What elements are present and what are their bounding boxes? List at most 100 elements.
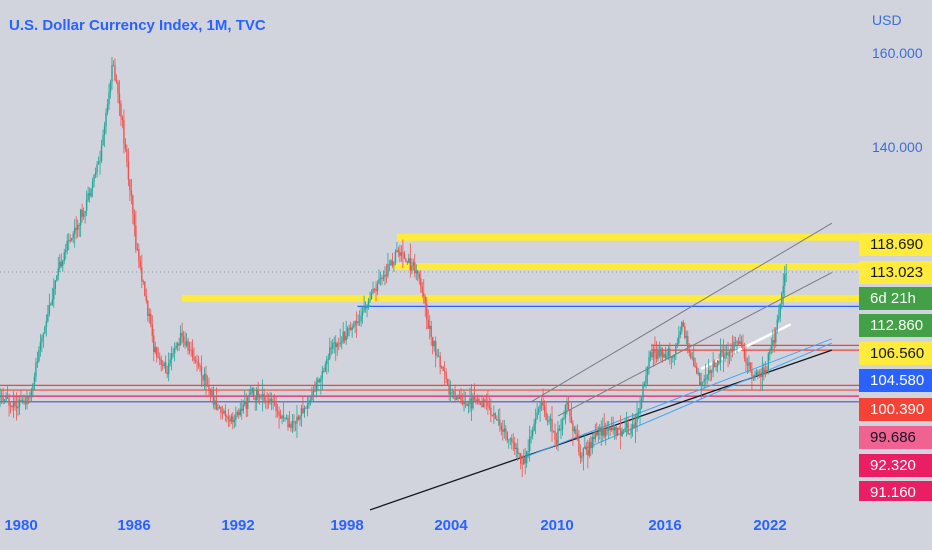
candle-body [451,391,453,393]
candle-body [537,408,540,413]
candle-body [169,359,171,364]
candle-body [669,348,671,357]
candle-body [205,373,207,385]
candle-body [693,357,695,367]
candle-body [646,367,649,376]
candle-body [716,360,719,366]
candle-body [496,419,498,421]
candle-body [253,388,255,398]
candle-body [111,64,113,82]
candle-body [421,286,423,293]
candle-body [57,268,59,276]
trendline [557,272,833,417]
candle-body [270,398,273,403]
candle-body [241,408,243,411]
candle-body [593,436,595,440]
candle-body [448,385,450,395]
chart-title: U.S. Dollar Currency Index, 1M, TVC [9,17,266,34]
candle-body [596,431,598,436]
candle-body [485,400,488,402]
candle-body [251,388,253,393]
candle-body [429,325,431,329]
candle-body [666,356,668,359]
candle-body [312,390,315,397]
candle-body [508,439,510,441]
candle-body [521,463,523,465]
candle-body [96,164,98,173]
candle-body [211,391,213,395]
candle-body [176,343,179,346]
price-tag-label: 104.580 [870,372,925,389]
candle-body [93,174,95,182]
candle-body [769,350,771,354]
candle-body [376,283,379,292]
trendline [584,342,833,450]
candle-body [154,347,156,353]
candle-body [379,277,382,280]
x-tick-label: 1992 [221,517,255,534]
candle-body [53,288,55,300]
candle-body [733,341,735,350]
candle-body [65,250,67,253]
candle-body [482,399,485,408]
candle-body [621,430,623,437]
candle-body [552,430,555,432]
candle-body [284,417,286,419]
candle-body [117,82,119,94]
candle-body [654,348,656,353]
candle-body [320,378,322,382]
candle-body [515,447,517,450]
candle-body [235,415,237,420]
candle-body [227,417,230,420]
candle-body [50,304,52,306]
candle-body [479,402,482,405]
candle-body [141,267,143,282]
candle-body [48,305,51,315]
x-tick-label: 2022 [753,517,787,534]
candle-body [102,135,104,146]
candle-body [366,307,368,309]
candle-body [194,359,197,362]
x-tick-label: 1986 [117,517,151,534]
candle-body [187,340,189,351]
candle-body [206,384,209,387]
candle-body [360,315,362,321]
candle-body [511,438,513,442]
candle-body [108,92,110,105]
candle-body [627,422,629,435]
candle-body [597,431,599,436]
candle-body [303,407,306,414]
candle-body [250,392,252,395]
candle-body [591,436,594,449]
candle-body [308,402,310,405]
candle-body [164,362,167,373]
candle-body [470,398,473,409]
candle-body [411,265,413,271]
candle-body [651,352,653,358]
candle-body [351,327,353,331]
candle-body [42,333,45,338]
candle-body [181,332,183,337]
candle-body [221,413,224,414]
candle-body [136,249,139,251]
candle-body [224,410,227,416]
candle-body [247,396,249,409]
candle-body [736,341,738,343]
candle-body [378,279,380,284]
candle-body [394,251,397,263]
candle-body [661,348,664,358]
candle-body [324,364,326,372]
countdown-tag: 6d 21h [859,287,932,310]
candle-body [233,419,236,423]
candle-body [423,292,425,297]
candle-body [229,419,231,422]
candle-body [106,104,109,113]
candle-body [343,331,346,341]
candle-body [66,240,68,251]
candle-body [232,416,234,423]
candle-body [493,413,495,416]
candle-body [215,400,218,410]
candle-body [170,353,173,360]
